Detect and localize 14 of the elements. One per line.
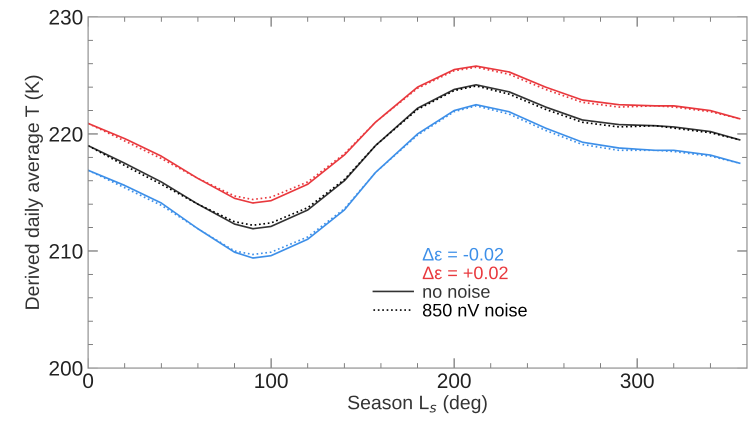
x-tick-label: 100 — [255, 373, 288, 388]
y-tick-label: 220 — [50, 126, 82, 142]
legend-label: 850 nV noise — [422, 303, 527, 317]
x-axis-title: Season L$_{s}$ (deg) — [348, 395, 487, 414]
y-tick-label: 230 — [50, 10, 82, 25]
x-tick-label: 300 — [620, 373, 654, 388]
y-axis-title: Derived daily average T (K) — [24, 76, 43, 309]
x-tick-label: 200 — [438, 373, 471, 388]
legend-label: no noise — [423, 284, 490, 298]
y-tick-label: 200 — [50, 361, 82, 376]
x-tick-label: 0 — [83, 373, 94, 388]
y-tick-label: 210 — [50, 244, 82, 259]
text: Δε = -0.02 — [422, 248, 504, 261]
text: Δε = +0.02 — [422, 266, 508, 280]
